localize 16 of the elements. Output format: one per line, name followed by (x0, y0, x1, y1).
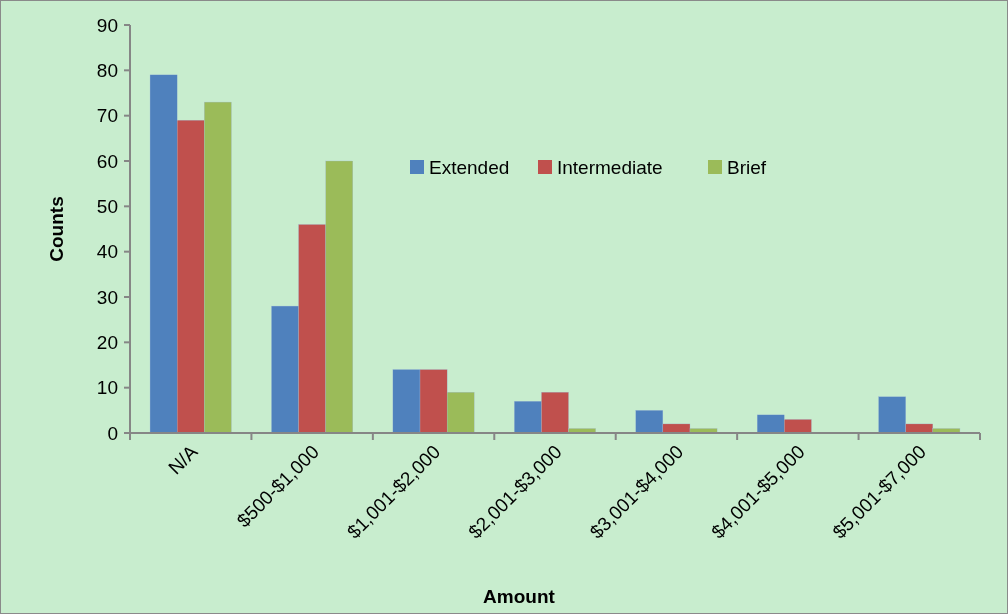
legend-label: Intermediate (557, 156, 663, 178)
y-tick-label: 10 (96, 377, 118, 399)
y-axis-title: Counts (46, 196, 67, 262)
legend-label: Extended (429, 156, 510, 178)
y-tick-label: 90 (96, 14, 118, 36)
y-tick-label: 30 (96, 286, 118, 308)
y-tick-label: 20 (96, 331, 118, 353)
y-tick-label: 50 (96, 195, 118, 217)
y-tick-label: 0 (107, 422, 118, 444)
y-tick-label: 80 (96, 59, 118, 81)
y-tick-label: 40 (96, 241, 118, 263)
x-tick-label: N/A (164, 440, 202, 479)
y-tick-label: 70 (96, 105, 118, 127)
y-tick-label: 60 (96, 150, 118, 172)
x-axis-title: Amount (483, 586, 556, 607)
legend-label: Brief (727, 156, 767, 178)
